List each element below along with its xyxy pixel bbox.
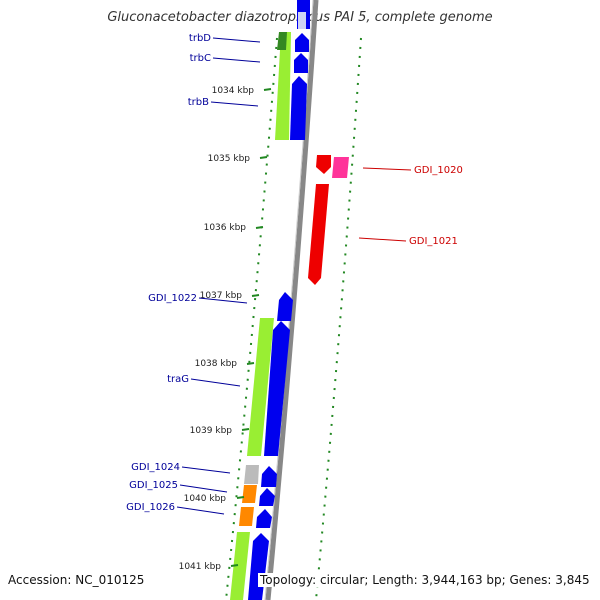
gene-label-leader [181, 466, 231, 474]
tick-mark [259, 156, 268, 159]
cog-band-dark [277, 32, 287, 50]
topology-label: Topology: circular; Length: 3,944,163 bp… [258, 573, 592, 587]
gene-label-leader [179, 484, 228, 493]
tick-label: 1036 kbp [204, 223, 247, 233]
tick-label: 1037 kbp [200, 291, 243, 301]
rna-gene [332, 157, 349, 178]
gene-label-leader [210, 101, 259, 107]
cog-band-gray [244, 465, 259, 484]
tick-mark [236, 496, 245, 499]
gene-label-leader [362, 167, 412, 171]
tick-mark [251, 294, 260, 297]
gene-arrow-GDI_1025 [259, 488, 275, 506]
cog-band-orange [242, 485, 257, 503]
gene-arrow-trbB [290, 76, 307, 140]
gene-label-leader [190, 378, 241, 387]
gene-label-GDI_1024[interactable]: GDI_1024 [131, 462, 180, 473]
cog-band [275, 32, 291, 140]
tick-mark [263, 88, 272, 91]
gene-label-GDI_1026[interactable]: GDI_1026 [126, 502, 175, 513]
reverse-genes [308, 155, 349, 285]
gene-label-GDI_1022[interactable]: GDI_1022 [148, 293, 197, 304]
tick-label: 1039 kbp [190, 426, 233, 436]
tick-label: 1038 kbp [195, 359, 238, 369]
gene-labels: trbD trbC trbB GDI_1022 traG GDI_1024 GDI_1025… [126, 33, 463, 515]
gene-arrow [298, 12, 306, 29]
cog-band [230, 532, 250, 600]
gene-arrow-trbD [295, 33, 309, 52]
gene-arrow-GDI_1021 [308, 184, 329, 285]
gene-label-leader [198, 297, 248, 304]
gene-label-leader [212, 57, 261, 63]
gene-label-leader [176, 506, 225, 515]
gene-arrow-GDI_1022 [277, 292, 293, 321]
gene-label-leader [212, 37, 261, 43]
gene-arrow-GDI_1026 [256, 509, 272, 528]
tick-label: 1034 kbp [212, 86, 255, 96]
genome-backbone [265, 0, 319, 600]
gene-arrow-GDI_1024 [261, 466, 277, 487]
gene-label-traG[interactable]: traG [167, 374, 189, 385]
tick-label: 1035 kbp [208, 154, 251, 164]
gene-arrow-trbC [294, 53, 308, 73]
tick-mark [246, 362, 255, 365]
cog-band-orange [239, 507, 254, 526]
outer-dotted-ring [315, 37, 362, 600]
gene-label-trbD[interactable]: trbD [189, 33, 211, 44]
tick-label: 1040 kbp [184, 494, 227, 504]
forward-genes [248, 0, 310, 600]
tick-mark [241, 428, 250, 431]
inner-dotted-ring [225, 37, 278, 600]
gene-label-GDI_1021[interactable]: GDI_1021 [409, 236, 458, 247]
tick-mark [230, 564, 239, 567]
tick-label: 1041 kbp [179, 562, 222, 572]
gene-arrow-GDI_1020 [316, 155, 331, 174]
tick-marks: 1034 kbp 1035 kbp 1036 kbp 1037 kbp 1038 kbp… [179, 86, 272, 572]
gene-arrow-traG [264, 321, 290, 456]
gene-label-GDI_1020[interactable]: GDI_1020 [414, 165, 463, 176]
gene-label-leader [358, 237, 407, 242]
tick-mark [255, 226, 264, 229]
cog-band [247, 318, 274, 456]
gene-label-trbB[interactable]: trbB [188, 97, 209, 108]
accession-label: Accession: NC_010125 [6, 573, 147, 587]
gene-label-GDI_1025[interactable]: GDI_1025 [129, 480, 178, 491]
cog-bands [230, 32, 291, 600]
gene-label-trbC[interactable]: trbC [190, 53, 211, 64]
